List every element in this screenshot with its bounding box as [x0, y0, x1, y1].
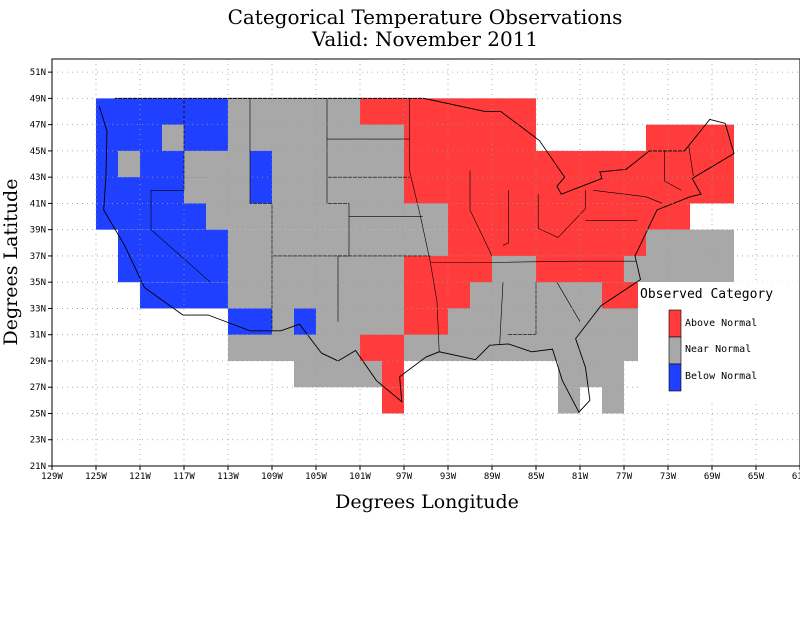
x-tick-label: 65W: [748, 472, 765, 482]
y-tick-label: 27N: [30, 383, 46, 393]
map-frame: [51, 58, 800, 467]
y-tick-label: 31N: [30, 331, 46, 341]
above-normal-cell: [360, 98, 404, 125]
above-normal-cell: [404, 308, 448, 335]
x-tick-label: 69W: [704, 472, 721, 482]
y-tick-label: 23N: [30, 436, 46, 446]
x-tick-label: 129W: [41, 472, 63, 482]
y-tick-label: 47N: [30, 121, 46, 131]
below-normal-cell: [250, 150, 272, 204]
legend-label-near: Near Normal: [685, 344, 751, 355]
near-normal-cell: [184, 177, 206, 204]
latitude-ticks: 21N 23N 25N 27N 29N 31N 33N 35N 37N 39N 41N 43N 45N 4…: [30, 68, 52, 472]
near-normal-cell: [316, 334, 360, 361]
state-border-line: [502, 190, 509, 246]
y-tick-label: 29N: [30, 357, 46, 367]
y-tick-label: 39N: [30, 226, 46, 236]
near-normal-cell: [448, 308, 470, 335]
x-tick-label: 101W: [349, 472, 371, 482]
y-tick-label: 49N: [30, 94, 46, 104]
y-tick-label: 35N: [30, 278, 46, 288]
near-normal-cell: [118, 150, 140, 178]
us-outline: [98, 97, 735, 413]
near-normal-cell: [184, 150, 228, 178]
x-tick-label: 85W: [528, 472, 545, 482]
x-tick-label: 89W: [484, 472, 501, 482]
y-tick-label: 43N: [30, 173, 46, 183]
state-border-line: [499, 282, 504, 344]
y-tick-label: 37N: [30, 252, 46, 262]
state-border-line: [593, 189, 663, 204]
x-tick-label: 125W: [85, 472, 107, 482]
y-tick-label: 25N: [30, 409, 46, 419]
legend-swatch-near: [668, 336, 682, 365]
state-border-line: [688, 146, 694, 176]
near-normal-cell: [558, 334, 602, 388]
x-tick-label: 93W: [440, 472, 457, 482]
y-tick-label: 33N: [30, 304, 46, 314]
title-line-1: Categorical Temperature Observations: [228, 5, 623, 29]
below-normal-cell: [294, 308, 316, 335]
state-border-line: [537, 190, 586, 238]
near-normal-cell: [558, 387, 580, 414]
legend-swatch-above: [668, 309, 682, 338]
title-line-2: Valid: November 2011: [311, 27, 538, 51]
x-axis-title: Degrees Longitude: [335, 491, 519, 513]
x-tick-label: 121W: [129, 472, 151, 482]
x-tick-label: 97W: [396, 472, 413, 482]
x-tick-label: 105W: [305, 472, 327, 482]
state-border-line: [249, 98, 273, 331]
above-normal-cell: [360, 334, 382, 361]
above-normal-cell: [404, 98, 448, 204]
state-border-line: [556, 282, 581, 322]
y-tick-label: 45N: [30, 147, 46, 157]
y-tick-label: 41N: [30, 199, 46, 209]
x-tick-label: 113W: [217, 472, 239, 482]
y-tick-label: 21N: [30, 462, 46, 472]
above-normal-cell: [382, 387, 404, 414]
legend-label-below: Below Normal: [685, 371, 757, 382]
y-tick-label: 51N: [30, 68, 46, 78]
legend-label-above: Above Normal: [685, 318, 757, 329]
x-tick-label: 61W: [792, 472, 800, 482]
legend: Observed Category Above Normal Near Norm…: [638, 282, 798, 400]
state-border-line: [664, 150, 682, 191]
x-tick-label: 73W: [660, 472, 677, 482]
near-normal-cell: [162, 124, 184, 151]
legend-swatch-below: [668, 363, 682, 392]
x-tick-label: 117W: [173, 472, 195, 482]
legend-title: Observed Category: [640, 287, 773, 302]
state-border-line: [326, 98, 350, 322]
x-tick-label: 77W: [616, 472, 633, 482]
state-border-line: [469, 170, 493, 257]
y-axis-title: Degrees Latitude: [0, 179, 22, 346]
x-tick-label: 81W: [572, 472, 589, 482]
state-border-line: [430, 260, 637, 263]
longitude-ticks: 129W 125W 121W 117W 113W 109W 105W 101W 97W 93W 89…: [41, 466, 800, 482]
x-tick-label: 109W: [261, 472, 283, 482]
